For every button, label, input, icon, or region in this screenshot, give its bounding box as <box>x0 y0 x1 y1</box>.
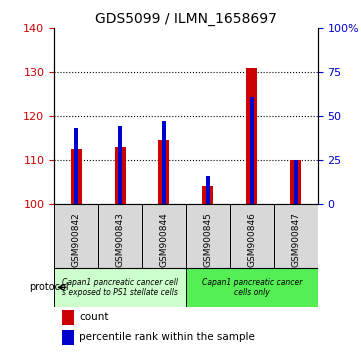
Bar <box>249 97 254 204</box>
Bar <box>274 204 318 268</box>
Bar <box>71 149 82 204</box>
Bar <box>186 204 230 268</box>
Text: Capan1 pancreatic cancer cell
s exposed to PS1 stellate cells: Capan1 pancreatic cancer cell s exposed … <box>62 278 178 297</box>
Text: GSM900845: GSM900845 <box>203 212 212 267</box>
Text: GSM900844: GSM900844 <box>160 212 169 267</box>
Bar <box>142 204 186 268</box>
Bar <box>62 310 74 325</box>
Bar <box>98 204 142 268</box>
Bar <box>74 128 78 204</box>
Bar <box>114 147 126 204</box>
Bar <box>293 160 298 204</box>
Title: GDS5099 / ILMN_1658697: GDS5099 / ILMN_1658697 <box>95 12 277 26</box>
Bar <box>290 160 301 204</box>
Bar <box>246 68 257 204</box>
Text: protocol: protocol <box>29 282 69 292</box>
Bar <box>186 268 318 307</box>
Bar <box>206 176 210 204</box>
Text: count: count <box>79 313 109 322</box>
Text: GSM900843: GSM900843 <box>116 212 125 267</box>
Text: GSM900842: GSM900842 <box>71 212 81 267</box>
Bar <box>54 204 98 268</box>
Bar <box>162 121 166 204</box>
Text: percentile rank within the sample: percentile rank within the sample <box>79 332 255 342</box>
Bar <box>62 330 74 345</box>
Bar <box>118 126 122 204</box>
Text: GSM900847: GSM900847 <box>291 212 300 267</box>
Bar <box>230 204 274 268</box>
Text: GSM900846: GSM900846 <box>247 212 256 267</box>
Text: Capan1 pancreatic cancer
cells only: Capan1 pancreatic cancer cells only <box>201 278 302 297</box>
Bar <box>158 140 169 204</box>
Bar <box>54 268 186 307</box>
Bar <box>203 186 213 204</box>
